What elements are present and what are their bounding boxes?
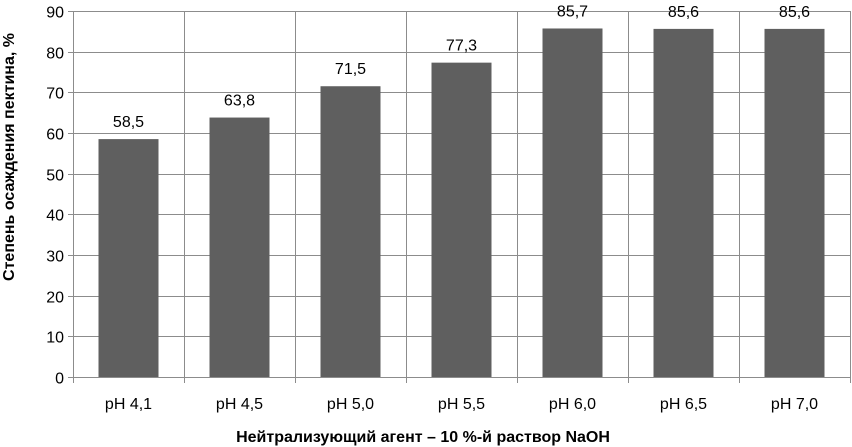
- x-tick-label: pH 7,0: [771, 396, 818, 413]
- y-tick-label: 0: [55, 371, 64, 388]
- data-label: 85,6: [668, 4, 699, 21]
- x-tick-label: pH 5,0: [327, 396, 374, 413]
- y-axis-title: Степень осаждения пектина, %: [1, 33, 18, 281]
- data-label: 71,5: [335, 61, 366, 78]
- x-axis-title: Нейтрализующий агент – 10 %-й раствор Na…: [236, 429, 610, 446]
- data-label: 85,7: [557, 3, 588, 20]
- y-axis-ticks: 0 10 20 30 40 50 60 70 80 90: [46, 5, 64, 388]
- data-label: 58,5: [113, 114, 144, 131]
- x-tick-label: pH 5,5: [438, 396, 485, 413]
- bar: [98, 139, 159, 377]
- data-labels: 58,5 63,8 71,5 77,3 85,7 85,6 85,6: [113, 3, 810, 131]
- data-label: 63,8: [224, 93, 255, 110]
- bar: [653, 28, 714, 377]
- y-tick-label: 60: [46, 127, 64, 144]
- bar: [209, 117, 270, 378]
- data-label: 85,6: [779, 4, 810, 21]
- x-tick-label: pH 4,1: [105, 396, 152, 413]
- x-tick-label: pH 4,5: [216, 396, 263, 413]
- x-tick-label: pH 6,5: [660, 396, 707, 413]
- x-tick-label: pH 6,0: [549, 396, 596, 413]
- y-tick-label: 80: [46, 46, 64, 63]
- y-tick-label: 70: [46, 86, 64, 103]
- y-tick-label: 30: [46, 249, 64, 266]
- y-tick-label: 40: [46, 208, 64, 225]
- bar: [542, 28, 603, 378]
- y-tick-label: 90: [46, 5, 64, 22]
- bars: [98, 28, 825, 378]
- x-axis-ticks: pH 4,1 pH 4,5 pH 5,0 pH 5,5 pH 6,0 pH 6,5 pH 7…: [105, 396, 818, 413]
- y-tick-label: 50: [46, 168, 64, 185]
- bar: [320, 86, 381, 377]
- y-tick-label: 10: [46, 330, 64, 347]
- y-tick-label: 20: [46, 290, 64, 307]
- data-label: 77,3: [446, 38, 477, 55]
- bar: [764, 28, 825, 377]
- bar: [431, 62, 492, 377]
